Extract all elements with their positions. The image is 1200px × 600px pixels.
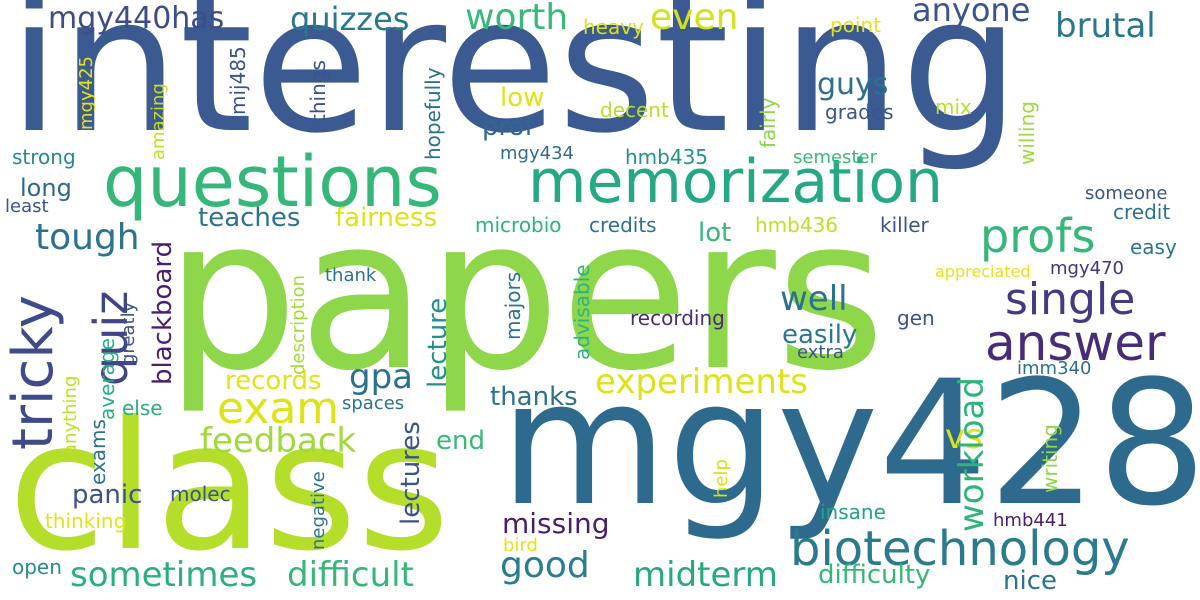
word-appreciated: appreciated (935, 262, 1031, 281)
word-negative-vertical: negative (308, 471, 329, 550)
word-biotechnology: biotechnology (790, 521, 1130, 577)
word-easily: easily (782, 320, 858, 350)
word-midterm: midterm (633, 555, 778, 595)
word-even: even (650, 0, 739, 38)
word-blackboard-vertical: blackboard (148, 240, 178, 385)
word-writing-vertical: writing (1038, 424, 1062, 493)
word-teaches: teaches (198, 203, 301, 233)
word-spaces: spaces (342, 393, 405, 414)
word-feedback: feedback (200, 421, 357, 461)
word-majors-vertical: majors (501, 271, 525, 340)
word-molec: molec (170, 482, 231, 506)
word-fairly-vertical: fairly (756, 97, 780, 148)
word-mgy425-vertical: mgy425 (76, 56, 97, 130)
word-amazing-vertical: amazing (148, 83, 169, 160)
word-memorization: memorization (528, 147, 944, 217)
word-easy: easy (1130, 235, 1177, 259)
word-bird: bird (503, 535, 538, 556)
word-sometimes: sometimes (70, 555, 258, 595)
word-records: records (225, 366, 322, 396)
word-difficulty: difficulty (818, 560, 931, 590)
word-thinking: thinking (45, 509, 127, 533)
word-mgy440has: mgy440has (48, 1, 225, 36)
word-experiments: experiments (595, 362, 808, 402)
word-thank: thank (325, 265, 377, 286)
word-mix: mix (935, 95, 972, 119)
word-things-vertical: things (306, 60, 330, 122)
word-anything-vertical: anything (60, 375, 81, 455)
word-semester: semester (793, 147, 877, 168)
word-good: good (500, 545, 590, 586)
word-least: least (5, 196, 49, 217)
word-exam: exam (217, 383, 340, 434)
word-fairness: fairness (335, 203, 438, 233)
word-strong: strong (12, 145, 76, 169)
word-insane: insane (820, 500, 886, 524)
word-heavy: heavy (583, 15, 644, 39)
word-recording: recording (630, 306, 725, 330)
word-advisable-vertical: advisable (570, 264, 594, 360)
word-hmb436: hmb436 (755, 213, 839, 237)
word-end: end (436, 426, 485, 456)
word-prof: prof (482, 112, 534, 142)
word-grades: grades (825, 100, 894, 124)
word-nice: nice (1003, 566, 1057, 596)
word-greatly-vertical: greatly (118, 301, 139, 365)
word-well: well (780, 279, 848, 319)
word-gen: gen (897, 306, 935, 330)
word-missing: missing (502, 507, 610, 540)
word-anyone: anyone (912, 0, 1031, 29)
word-credit: credit (1113, 200, 1171, 224)
word-hmb435: hmb435 (625, 145, 709, 169)
word-brutal: brutal (1055, 6, 1156, 46)
word-mij485-vertical: mij485 (226, 46, 250, 115)
word-profs: profs (980, 209, 1096, 263)
word-low: low (500, 83, 545, 113)
word-workload-vertical: workload (952, 377, 992, 532)
word-thanks: thanks (490, 382, 578, 412)
word-killer: killer (880, 213, 929, 237)
word-quizzes: quizzes (290, 0, 410, 38)
word-average-vertical: average (95, 338, 119, 420)
word-single: single (1005, 274, 1136, 325)
word-lecture-vertical: lecture (423, 297, 453, 388)
word-gpa: gpa (349, 357, 413, 397)
word-worth: worth (465, 0, 569, 38)
word-answer: answer (985, 314, 1166, 372)
word-interesting: interesting (8, 0, 1020, 175)
word-mgy434: mgy434 (500, 143, 574, 164)
word-mgy470: mgy470 (1050, 258, 1124, 279)
word-tough: tough (35, 217, 140, 258)
word-help-vertical: help (711, 459, 732, 498)
word-guys: guys (817, 67, 889, 102)
word-panic: panic (72, 480, 143, 510)
word-lectures-vertical: lectures (396, 421, 426, 525)
word-extra: extra (797, 342, 844, 363)
word-someone: someone (1085, 183, 1168, 204)
word-else: else (122, 396, 163, 420)
word-class: class (8, 383, 450, 590)
word-decent: decent (600, 98, 669, 122)
word-open: open (12, 555, 62, 579)
word-credits: credits (589, 213, 657, 237)
word-questions: questions (103, 141, 442, 223)
word-tricky-vertical: tricky (1, 295, 66, 450)
word-exams-vertical: exams (86, 419, 110, 485)
word-description-vertical: description (288, 274, 309, 375)
word-mgy428: mgy428 (500, 343, 1200, 544)
word-hmb441: hmb441 (993, 510, 1068, 531)
word-vs: vs (945, 417, 983, 457)
word-hopefully-vertical: hopefully (421, 67, 445, 160)
word-long: long (20, 174, 72, 202)
word-microbio: microbio (475, 213, 562, 237)
word-willing-vertical: willing (1015, 101, 1039, 165)
word-lot: lot (698, 218, 732, 248)
word-papers: papers (165, 172, 886, 417)
word-point: point (830, 13, 882, 37)
word-difficult: difficult (287, 555, 414, 595)
word-imm340: imm340 (1017, 358, 1092, 379)
